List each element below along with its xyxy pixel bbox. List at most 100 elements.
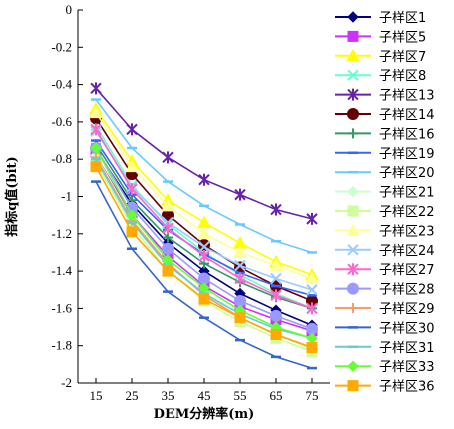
data-point	[270, 272, 282, 285]
legend-item: 子样区24	[335, 244, 435, 259]
legend-label: 子样区27	[379, 263, 435, 278]
data-point	[162, 151, 174, 164]
legend-item: 子样区21	[335, 186, 435, 201]
data-point	[90, 123, 102, 136]
data-point	[198, 241, 210, 253]
data-point	[162, 222, 174, 235]
axes: 0 -0.2 -0.4 -0.6 -0.8 -1 -1.2 -1.4 -1.6 -1.8 -2 15 2…	[51, 2, 330, 403]
legend-label: 子样区33	[379, 360, 435, 375]
data-point	[198, 293, 210, 305]
data-point	[198, 282, 210, 294]
legend-label: 子样区28	[379, 283, 435, 298]
legend-label: 子样区22	[379, 205, 435, 220]
x-tick-label: 45	[198, 388, 211, 403]
data-point	[270, 309, 282, 322]
legend-marker	[347, 282, 359, 295]
data-point	[126, 183, 138, 196]
data-point	[234, 272, 246, 285]
y-tick-label: -0.8	[51, 151, 72, 166]
y-tick-label: -2	[61, 375, 72, 390]
data-point	[90, 82, 102, 95]
data-point	[162, 242, 174, 255]
data-point	[89, 105, 103, 119]
series-9	[91, 98, 317, 254]
legend-marker	[347, 30, 359, 42]
legend-marker	[347, 360, 359, 372]
data-point	[126, 226, 138, 238]
x-tick-label: 75	[306, 388, 319, 403]
legend-item: 子样区33	[335, 360, 435, 375]
data-point	[197, 226, 211, 240]
series-layer	[89, 82, 319, 370]
legend-marker	[347, 69, 359, 81]
y-tick-label: -1	[61, 189, 72, 204]
data-point	[306, 284, 318, 296]
data-point	[198, 250, 210, 263]
series-5	[90, 82, 318, 225]
x-tick-label: 25	[126, 388, 139, 403]
x-tick-label: 15	[90, 388, 103, 403]
legend-label: 子样区24	[379, 244, 435, 259]
legend-label: 子样区5	[379, 30, 426, 45]
data-point	[197, 215, 211, 229]
legend-label: 子样区13	[379, 89, 435, 104]
x-tick-label: 65	[270, 388, 283, 403]
legend-item: 子样区13	[335, 89, 435, 104]
legend-marker	[347, 88, 359, 101]
legend-label: 子样区21	[379, 186, 435, 201]
legend-label: 子样区31	[379, 341, 435, 356]
y-tick-label: -0.4	[51, 77, 72, 92]
legend-marker	[347, 205, 359, 217]
data-point	[233, 245, 247, 258]
legend-item: 子样区14	[335, 108, 435, 123]
legend-item: 子样区19	[335, 147, 435, 162]
legend-label: 子样区19	[379, 147, 435, 162]
legend-item: 子样区27	[335, 263, 435, 278]
data-point	[270, 329, 282, 341]
legend-item: 子样区8	[335, 69, 426, 84]
data-point	[306, 342, 318, 354]
legend-marker	[347, 108, 359, 120]
legend-label: 子样区20	[379, 166, 435, 181]
series-17	[91, 180, 317, 370]
legend-marker	[346, 223, 360, 236]
data-point	[126, 209, 138, 221]
legend-item: 子样区7	[335, 48, 426, 65]
y-tick-label: -1.4	[51, 263, 72, 278]
legend-label: 子样区1	[379, 11, 426, 26]
legend-item: 子样区5	[335, 30, 426, 45]
legend-item: 子样区28	[335, 282, 435, 298]
x-axis-label: DEM分辨率(m)	[154, 406, 255, 422]
legend-item: 子样区20	[335, 166, 435, 181]
y-tick-label: -0.6	[51, 114, 72, 129]
y-tick-label: 0	[66, 2, 73, 17]
data-point	[162, 254, 174, 266]
legend: 子样区1 子样区5 子样区7 子样区8 子样区13 子样区14 子样区16 子样区19 子样区2…	[335, 11, 435, 395]
y-tick-label: -1.6	[51, 300, 72, 315]
data-point	[306, 212, 318, 225]
legend-item: 子样区23	[335, 223, 435, 239]
legend-item: 子样区30	[335, 321, 435, 336]
legend-item: 子样区36	[335, 380, 435, 395]
data-point	[126, 123, 138, 136]
data-point	[305, 271, 319, 285]
y-tick-label: -1.8	[51, 338, 72, 353]
legend-label: 子样区14	[379, 108, 435, 123]
legend-label: 子样区30	[379, 321, 435, 336]
data-point	[270, 203, 282, 216]
legend-marker	[348, 303, 358, 313]
legend-marker	[347, 244, 359, 256]
legend-label: 子样区16	[379, 127, 435, 142]
legend-label: 子样区7	[379, 50, 426, 65]
y-axis-label: 指标q值(bit)	[4, 156, 20, 236]
legend-marker	[347, 263, 359, 276]
data-point	[90, 161, 102, 173]
legend-item: 子样区1	[335, 11, 426, 26]
x-tick-label: 35	[162, 388, 175, 403]
legend-marker	[346, 48, 360, 62]
y-tick-label: -0.2	[51, 39, 72, 54]
data-point	[234, 312, 246, 324]
legend-label: 子样区29	[379, 302, 435, 317]
data-point	[161, 198, 175, 212]
